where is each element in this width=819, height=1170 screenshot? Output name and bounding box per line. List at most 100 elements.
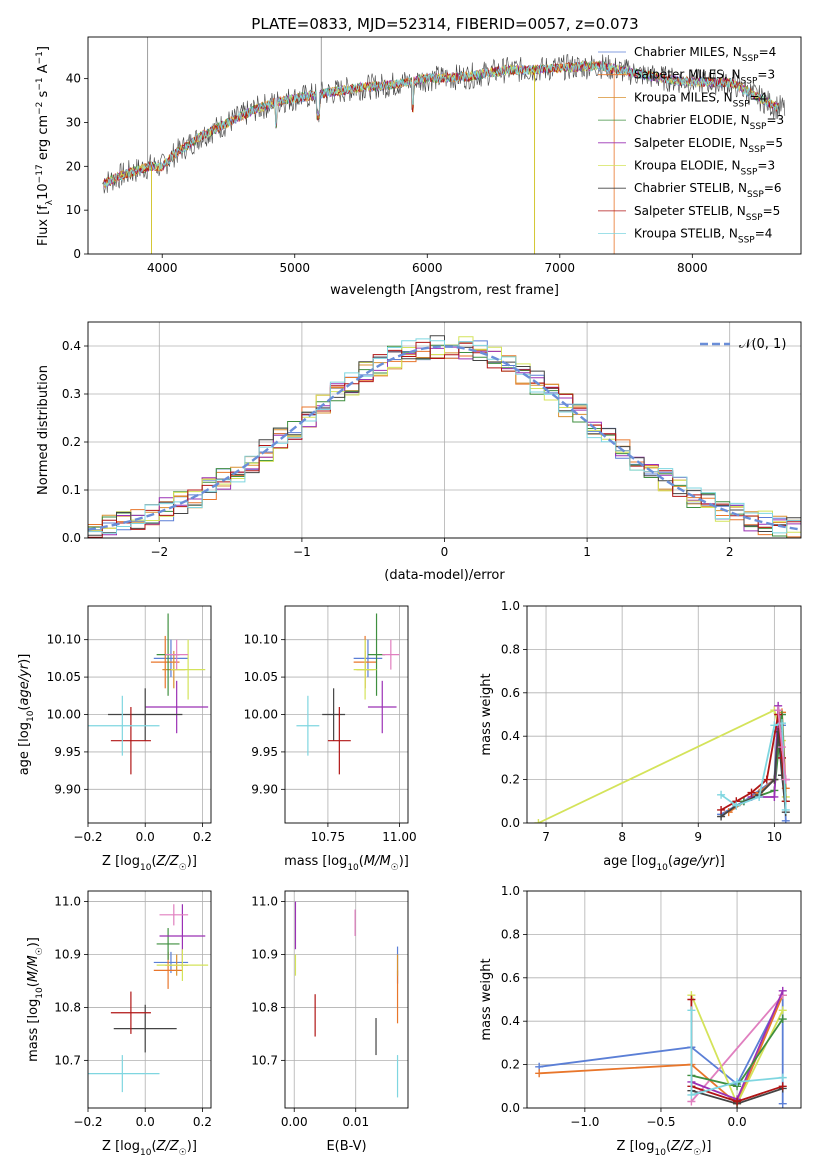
legend-label: Chabrier STELIB, NSSP=6 [634,181,782,200]
x-tick-label: 9 [694,830,702,844]
x-tick-label: −2 [150,545,168,559]
legend-label: Salpeter ELODIE, NSSP=5 [634,136,783,155]
y-tick-label: 0.0 [501,1101,520,1115]
y-tick-label: 0.4 [501,1014,520,1028]
x-tick-label: 7 [542,830,550,844]
x-tick-label: 4000 [147,261,178,275]
y-tick-label: 11.0 [251,895,278,909]
y-axis-label: mass [log10(M/M☉)] [26,937,45,1062]
axes-frame [526,605,802,824]
weight-marker [778,1082,787,1091]
weight-marker [774,706,783,715]
weight-marker [687,995,696,1004]
plot-area-mass-vs-Z [88,904,209,1093]
panel-residuals: −2 −1 0 1 2 0.0 0.1 0.2 0.3 0.4 𝒩(0, 1) (data-model… [36,321,802,583]
y-tick-label: 30 [66,115,81,129]
weight-marker [781,775,790,784]
weight-marker [535,1069,544,1078]
weight-line [720,722,787,811]
legend-label: Salpeter STELIB, NSSP=5 [634,204,780,223]
x-tick-label: 10 [767,830,782,844]
axes-frame [526,890,802,1109]
y-axis-label: mass weight [479,673,494,755]
y-tick-label: 10.10 [47,633,81,647]
x-tick-label: 8000 [677,261,708,275]
weight-marker [778,986,787,995]
histogram-step [88,336,801,533]
legend-label: Kroupa STELIB, NSSP=4 [634,227,772,246]
x-tick-label: 11.00 [382,830,416,844]
y-tick-label: 10.7 [54,1053,81,1067]
plot-area-mass-vs-ebv [294,901,399,1098]
spectrum-line [103,60,779,187]
y-tick-label: 40 [66,72,81,86]
weight-marker [778,1099,787,1108]
normal-curve [88,345,801,531]
legend-label: Chabrier MILES, NSSP=4 [634,45,776,64]
weight-marker [687,1090,696,1099]
axes-frame [284,890,409,1109]
weight-marker [770,792,779,801]
weight-marker [732,801,741,810]
weight-line [690,994,784,1103]
x-tick-label: 0.01 [342,1115,369,1129]
y-tick-label: 10.05 [244,670,278,684]
y-tick-label: 10.00 [47,708,81,722]
weight-marker [717,805,726,814]
x-tick-label: 2 [726,545,734,559]
plot-area-age-vs-mass [296,613,400,775]
panel-spectrum: 4000 5000 6000 7000 8000 0 10 20 30 40 Chabrier MI… [35,36,802,298]
y-tick-label: 0.2 [501,1058,520,1072]
x-tick-label: −0.2 [73,830,102,844]
x-tick-label: −0.2 [73,1115,102,1129]
panel-mass-vs-Z: −0.2 0.0 0.2 10.7 10.8 10.9 11.0 Z [log10(Z/Z☉)… [26,890,212,1158]
weight-marker [733,1097,742,1106]
weight-line [539,994,784,1106]
legend-label: Salpeter MILES, NSSP=3 [634,68,775,87]
weight-marker [534,819,543,823]
plot-area-weight-vs-Z [535,986,787,1108]
plot-area-residuals [88,335,801,538]
x-axis-label: Z [log10(Z/Z☉)] [102,854,197,873]
panel-weight-vs-age: 7 8 9 10 0.0 0.2 0.4 0.6 0.8 1.0 age [log10(age/yr… [479,599,802,873]
legend-label: Kroupa ELODIE, NSSP=3 [634,159,775,178]
x-tick-label: 0.0 [136,830,155,844]
legend-label: 𝒩(0, 1) [739,337,786,352]
x-axis-label: Z [log10(Z/Z☉)] [617,1139,712,1158]
x-tick-label: 0.0 [728,1115,747,1129]
y-axis-label: Flux [fλ10−17 erg cm−2 s−1 A−1] [35,46,55,246]
x-tick-label: 0.2 [193,1115,212,1129]
y-tick-label: 9.90 [54,782,81,796]
y-tick-label: 10.7 [251,1053,278,1067]
axes-frame [87,605,212,824]
histogram-step [88,341,801,538]
x-tick-label: 8 [618,830,626,844]
weight-marker [770,775,779,784]
plot-area-spectrum [102,37,786,254]
y-tick-label: 9.95 [54,745,81,759]
legend-label: Chabrier ELODIE, NSSP=3 [634,113,784,132]
axes-frame [87,321,802,539]
x-tick-label: 1 [583,545,591,559]
y-tick-label: 0.8 [501,927,520,941]
x-tick-label: 0 [441,545,449,559]
y-tick-label: 10.00 [244,708,278,722]
y-tick-label: 0.4 [62,339,81,353]
y-tick-label: 0.0 [62,531,81,545]
y-tick-label: 0.8 [501,642,520,656]
x-tick-label: 0.00 [281,1115,308,1129]
y-tick-label: 0.3 [62,387,81,401]
y-tick-label: 9.95 [251,745,278,759]
y-tick-label: 0.6 [501,686,520,700]
x-tick-label: 0.0 [136,1115,155,1129]
x-axis-label: age [log10(age/yr)] [603,854,725,873]
x-tick-label: 10.75 [311,830,345,844]
weight-marker [781,805,790,814]
y-tick-label: 0.4 [501,729,520,743]
y-tick-label: 0.0 [501,816,520,830]
weight-marker [778,1006,787,1015]
x-tick-label: 6000 [412,261,443,275]
weight-marker [777,743,786,752]
y-tick-label: 10.05 [47,670,81,684]
